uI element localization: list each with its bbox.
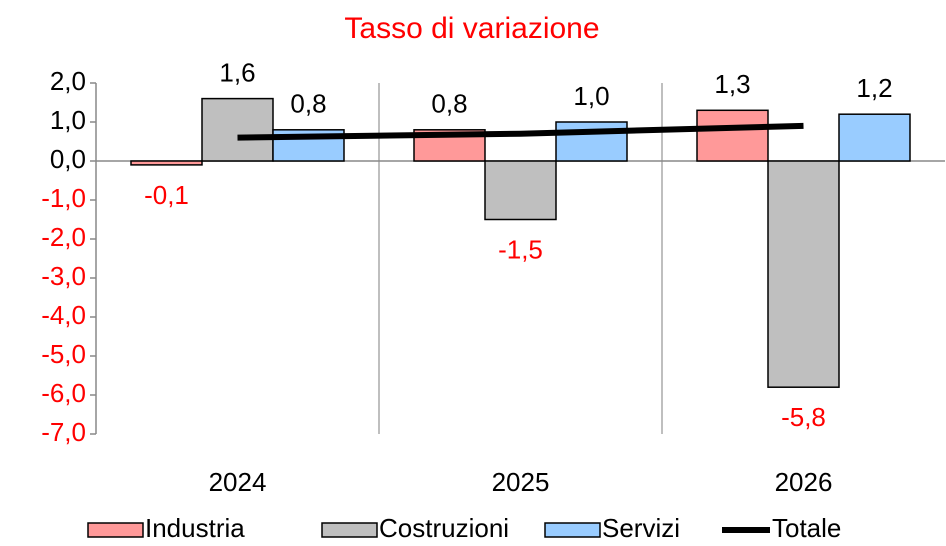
data-label: 1,2	[856, 73, 892, 103]
x-tick-label: 2025	[492, 467, 550, 497]
data-label: 1,0	[573, 81, 609, 111]
data-label: 0,8	[431, 89, 467, 119]
y-tick-label: -2,0	[41, 222, 86, 252]
bar	[767, 160, 840, 388]
x-tick-label: 2026	[775, 467, 833, 497]
bar	[484, 160, 557, 221]
bar	[838, 113, 911, 162]
data-label: 1,3	[714, 69, 750, 99]
bar	[555, 121, 628, 162]
legend-label: Totale	[772, 513, 841, 543]
data-label: -1,5	[498, 234, 543, 264]
y-tick-label: 2,0	[50, 66, 86, 96]
legend-swatch	[321, 522, 378, 538]
y-tick-label: -1,0	[41, 183, 86, 213]
data-label: 0,8	[290, 89, 326, 119]
bar	[201, 97, 274, 162]
x-tick-label: 2024	[209, 467, 267, 497]
legend-label: Costruzioni	[379, 513, 509, 543]
y-tick-label: -5,0	[41, 339, 86, 369]
y-tick-label: -6,0	[41, 378, 86, 408]
y-tick-label: 0,0	[50, 144, 86, 174]
y-tick-label: 1,0	[50, 105, 86, 135]
data-label: -5,8	[781, 402, 826, 432]
legend-swatch	[87, 522, 144, 538]
legend-swatch	[544, 522, 601, 538]
data-label: 1,6	[219, 57, 255, 87]
chart-title: Tasso di variazione	[344, 12, 599, 45]
y-tick-label: -3,0	[41, 261, 86, 291]
line	[237, 122, 804, 141]
y-tick-label: -4,0	[41, 300, 86, 330]
data-label: -0,1	[144, 180, 189, 210]
legend-label: Industria	[145, 513, 245, 543]
y-tick-label: -7,0	[41, 417, 86, 447]
bar	[696, 109, 769, 162]
bar	[130, 160, 203, 166]
legend-label: Servizi	[602, 513, 680, 543]
